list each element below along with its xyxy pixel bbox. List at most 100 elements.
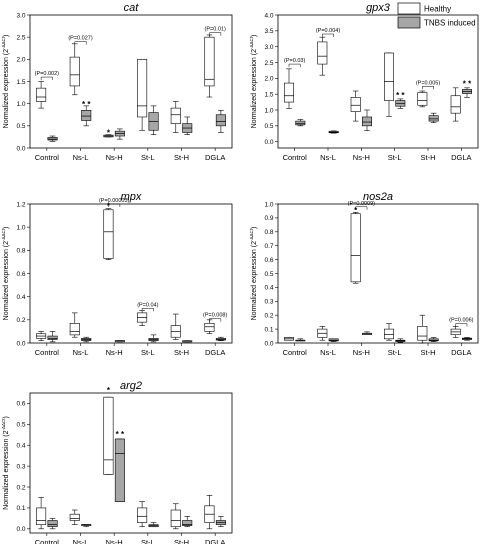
arg2-box-tnbs — [81, 524, 92, 528]
nos2a-box-healthy — [350, 212, 361, 284]
gpx3-ytick-label: 0.0 — [264, 139, 273, 146]
nos2a-box-tnbs — [295, 338, 306, 342]
significance-bracket — [355, 206, 368, 210]
iqr-box — [215, 114, 226, 127]
arg2-ytick-label: 0.4 — [16, 443, 25, 450]
mpx-category-label: St-H — [174, 348, 189, 357]
nos2a-box-tnbs — [462, 337, 472, 341]
gpx3-box-healthy — [417, 90, 428, 108]
cat-box-tnbs — [182, 116, 193, 135]
nos2a-ytick-label: 0.6 — [264, 257, 273, 264]
iqr-box — [350, 97, 361, 112]
mpx-ytick-label: 1.2 — [16, 201, 25, 208]
gpx3-box-tnbs — [428, 112, 439, 123]
arg2-box-healthy — [170, 503, 181, 530]
nos2a-category-label: St-H — [421, 348, 436, 357]
arg2-category-label: Ns-H — [106, 538, 123, 544]
nos2a-ytick-label: 0.9 — [264, 215, 273, 222]
gpx3-category-label: St-L — [388, 153, 402, 162]
cat-ytick-label: 0.0 — [16, 145, 25, 152]
arg2-box-tnbs — [47, 518, 58, 530]
arg2-significance-star: * * — [116, 430, 125, 439]
cat-category-label: DGLA — [205, 153, 225, 162]
iqr-box — [81, 110, 92, 121]
gpx3-significance: (P=0.03) — [284, 58, 305, 68]
mpx-category-label: St-L — [141, 348, 155, 357]
cat-significance: (P=0.027) — [68, 36, 93, 45]
significance-bracket — [455, 323, 468, 327]
gpx3-box-tnbs — [295, 119, 306, 127]
p-value-label: (P=0.01) — [205, 27, 226, 33]
gpx3-ylabel: Normalized expression (2-ΔΔCt) — [249, 35, 258, 129]
cat-panel: cat 0.0 0.5 1.0 1.5 2.0 2.5 3.0 Normalized expre… — [1, 2, 233, 162]
p-value-label: (P=0.03) — [284, 58, 305, 64]
mpx-category-label: Ns-L — [73, 348, 89, 357]
mpx-box-tnbs — [148, 334, 159, 343]
significance-bracket — [40, 76, 53, 81]
cat-title: cat — [124, 2, 140, 14]
cat-significance: (P=0.002) — [35, 71, 59, 81]
nos2a-significance: (P=0.006) — [449, 318, 474, 327]
mpx-box-healthy — [103, 208, 114, 260]
gpx3-ytick-label: 4.0 — [264, 12, 273, 19]
mpx-category-label: Control — [35, 348, 60, 357]
mpx-box-healthy — [170, 313, 181, 340]
arg2-ytick-label: 0.1 — [16, 505, 25, 512]
gpx3-category-label: Ns-L — [320, 153, 336, 162]
arg2-category-label: Ns-L — [73, 538, 89, 544]
cat-ytick-label: 1.5 — [16, 79, 25, 86]
arg2-ytick-label: 0.3 — [16, 463, 25, 470]
gpx3-box-tnbs — [395, 98, 406, 109]
arg2-ytick-label: 0.2 — [16, 484, 25, 491]
iqr-box — [170, 509, 181, 528]
p-value-label: (P=0.006) — [449, 318, 473, 324]
mpx-box-healthy — [36, 331, 47, 341]
mpx-box-healthy — [69, 312, 80, 338]
nos2a-plot-frame — [277, 203, 479, 344]
nos2a-ytick-label: 1.0 — [264, 201, 273, 208]
iqr-box — [417, 92, 428, 106]
mpx-ytick-label: 0.0 — [16, 340, 25, 347]
significance-bracket — [108, 203, 121, 207]
p-value-label: (P=0.00003) — [99, 198, 130, 204]
arg2-box-tnbs — [148, 522, 159, 528]
legend-tnbs-label: TNBS induced — [424, 19, 476, 28]
nos2a-ylabel: Normalized expression (2-ΔΔCt) — [249, 227, 258, 321]
cat-plot-frame — [29, 14, 233, 149]
iqr-box — [47, 520, 58, 528]
gpx3-ytick-label: 2.5 — [264, 60, 273, 67]
legend-healthy-label: Healthy — [424, 5, 451, 14]
nos2a-ytick-label: 0.3 — [264, 299, 273, 306]
gpx3-significance: (P=0.005) — [416, 80, 440, 90]
mpx-box-tnbs — [114, 340, 125, 343]
nos2a-ytick-label: 0.1 — [264, 326, 273, 333]
cat-ylabel: Normalized expression (2-ΔΔCt) — [1, 35, 10, 129]
arg2-box-healthy — [204, 495, 215, 530]
nos2a-box-tnbs — [328, 338, 339, 342]
cat-category-label: Ns-L — [73, 153, 89, 162]
gpx3-title: gpx3 — [366, 2, 391, 14]
arg2-ytick-label: 0.6 — [16, 401, 25, 408]
arg2-box-tnbs — [182, 515, 193, 528]
nos2a-box-tnbs — [395, 338, 406, 343]
cat-category-label: Control — [35, 153, 60, 162]
gpx3-box-tnbs — [362, 109, 372, 131]
significance-bracket — [422, 86, 434, 90]
cat-ytick-label: 1.0 — [16, 101, 25, 108]
arg2-box-tnbs — [215, 515, 226, 528]
iqr-box — [182, 520, 193, 526]
gpx3-significance-star: * * — [396, 91, 405, 100]
gpx3-category-label: Control — [283, 153, 308, 162]
gpx3-panel: gpx3 0.0 0.5 1.0 1.5 2.0 2.5 3.0 3.5 4.0 Normalize… — [249, 2, 479, 162]
nos2a-significance: (P=0.0009) — [348, 201, 375, 210]
iqr-box — [137, 507, 148, 523]
mpx-box-healthy — [137, 310, 148, 326]
gpx3-box-tnbs — [328, 130, 339, 134]
iqr-box — [36, 87, 47, 102]
p-value-label: (P=0.04) — [137, 302, 158, 308]
mpx-ytick-label: 0.2 — [16, 317, 25, 324]
cat-box-tnbs — [215, 110, 226, 133]
iqr-box — [69, 323, 80, 336]
iqr-box — [103, 209, 114, 259]
cat-category-label: Ns-H — [106, 153, 123, 162]
